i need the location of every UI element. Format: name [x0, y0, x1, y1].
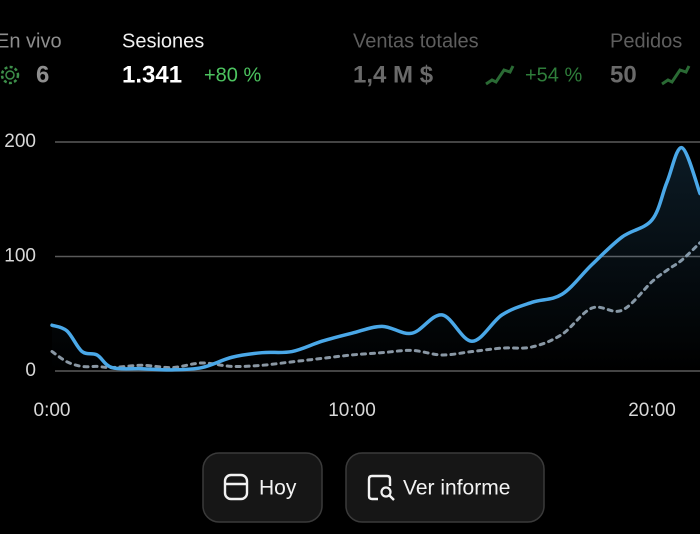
metric-value: 1,4 M $: [353, 61, 434, 88]
x-tick-label: 0:00: [34, 400, 71, 421]
metric-sessions[interactable]: Sesiones 1.341 +80 %: [122, 30, 261, 88]
area-fill: [52, 147, 700, 371]
report-button[interactable]: Ver informe: [345, 452, 545, 523]
button-label: Hoy: [259, 477, 297, 500]
metric-sales[interactable]: Ventas totales 1,4 M $ +54 %: [353, 30, 582, 88]
metric-value: 50: [610, 61, 637, 88]
trend-icon: [661, 65, 691, 86]
live-icon: [0, 65, 20, 85]
button-bg: [345, 452, 545, 523]
x-tick-label: 20:00: [628, 400, 676, 421]
report-icon: [367, 474, 392, 501]
metric-delta: +80 %: [204, 64, 261, 86]
metric-label: Ventas totales: [353, 30, 479, 52]
y-tick-label: 200: [4, 131, 36, 152]
metric-value: 1.341: [122, 61, 182, 88]
y-tick-label: 0: [25, 360, 36, 381]
today-button[interactable]: Hoy: [202, 452, 323, 523]
trend-icon: [485, 65, 515, 86]
button-label: Ver informe: [403, 477, 510, 500]
y-tick-label: 100: [4, 246, 36, 267]
metric-label: Pedidos: [610, 30, 682, 52]
metric-value: 6: [36, 61, 49, 88]
live-icon-core: [5, 70, 15, 80]
metric-label: Sesiones: [122, 30, 204, 52]
metric-delta: +54 %: [525, 64, 582, 86]
button-bg: [202, 452, 323, 523]
calendar-icon: [223, 473, 249, 501]
report-icon-handle: [388, 494, 395, 501]
metric-orders[interactable]: Pedidos 50: [610, 30, 691, 88]
x-tick-label: 10:00: [328, 400, 376, 421]
series-line: [50, 145, 700, 372]
metric-live[interactable]: En vivo 6: [0, 30, 62, 88]
report-icon-lens: [380, 486, 392, 498]
metric-label: En vivo: [0, 30, 62, 52]
chart: 0 100 200 0:00 10:00 20:00: [4, 131, 700, 421]
